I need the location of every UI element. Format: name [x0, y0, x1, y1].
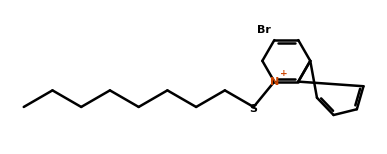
Text: Br: Br [257, 25, 271, 35]
Text: N: N [270, 77, 279, 87]
Text: S: S [250, 104, 258, 114]
Text: +: + [280, 69, 288, 78]
